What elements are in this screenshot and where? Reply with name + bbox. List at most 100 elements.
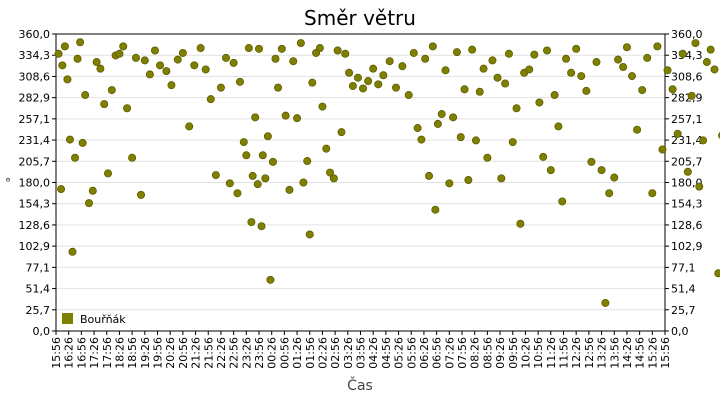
data-point: [425, 171, 434, 180]
data-point: [293, 114, 302, 123]
y-tick-labels-right: 0,0 25,7 51,4 77,1 102,9 128,6 154,3 180,0 205,7…: [671, 28, 703, 338]
data-point: [445, 179, 454, 188]
x-tick-label: 19:26: [139, 337, 152, 369]
x-tick-label: 12:56: [583, 337, 596, 369]
data-point: [308, 78, 317, 87]
data-point: [123, 104, 132, 113]
data-point: [601, 298, 610, 307]
data-point: [562, 54, 571, 63]
data-point: [233, 189, 242, 198]
x-tick-label: 22:56: [228, 337, 241, 369]
data-point: [379, 71, 388, 80]
data-point: [577, 72, 586, 81]
data-point: [546, 166, 555, 175]
x-tick-label: 03:26: [342, 337, 355, 369]
x-tick-label: 14:26: [621, 337, 634, 369]
data-point: [88, 186, 97, 195]
y-tick-label: 0,0: [671, 325, 689, 338]
data-point: [460, 85, 469, 94]
x-tick-label: 15:56: [50, 337, 63, 369]
x-tick-label: 02:26: [316, 337, 329, 369]
data-point: [305, 230, 314, 239]
data-point: [73, 54, 82, 63]
data-point: [251, 113, 260, 122]
x-tick-label: 18:26: [113, 337, 126, 369]
data-point: [261, 174, 270, 183]
data-point: [100, 100, 109, 109]
data-point: [235, 77, 244, 86]
data-point: [137, 190, 146, 199]
y-tick-label: 308,6: [19, 70, 51, 83]
data-point: [359, 84, 368, 93]
data-point: [404, 91, 413, 100]
data-point: [326, 168, 335, 177]
data-point: [60, 42, 69, 51]
data-point: [150, 46, 159, 55]
data-point: [653, 42, 662, 51]
data-point: [225, 179, 234, 188]
data-point: [597, 166, 606, 175]
x-tick-label: 00:26: [266, 337, 279, 369]
y-tick-label: 282,9: [19, 92, 51, 105]
y-tick-label: 51,4: [671, 283, 696, 296]
legend-swatch: [62, 313, 73, 324]
data-point: [706, 45, 715, 54]
y-tick-label: 77,1: [26, 261, 51, 274]
y-tick-label: 205,7: [671, 155, 703, 168]
data-point: [271, 54, 280, 63]
x-tick-label: 21:26: [190, 337, 203, 369]
data-point: [512, 104, 521, 113]
data-point: [107, 86, 116, 95]
data-point: [488, 56, 497, 65]
data-point: [493, 73, 502, 82]
data-point: [81, 91, 90, 100]
data-point: [431, 205, 440, 214]
x-tick-label: 04:26: [367, 337, 380, 369]
data-point: [341, 49, 350, 58]
data-point: [643, 53, 652, 62]
x-tick-label: 09:26: [494, 337, 507, 369]
data-point: [303, 157, 312, 166]
y-tick-label: 25,7: [671, 304, 696, 317]
x-tick-label: 02:56: [329, 337, 342, 369]
x-tick-label: 03:56: [355, 337, 368, 369]
y-axis-label: °: [5, 176, 11, 190]
data-point: [695, 182, 704, 191]
data-point: [633, 125, 642, 134]
data-point: [58, 61, 67, 70]
data-point: [582, 86, 591, 95]
x-tick-label: 07:26: [443, 337, 456, 369]
data-point: [268, 157, 277, 166]
data-point: [104, 169, 113, 178]
y-tick-label: 231,4: [19, 134, 51, 147]
data-point: [619, 63, 628, 72]
data-point: [587, 157, 596, 166]
x-tick-label: 15:56: [659, 337, 672, 369]
data-point: [483, 153, 492, 162]
data-point: [714, 269, 720, 278]
data-point: [274, 83, 283, 92]
data-point: [497, 174, 506, 183]
y-tick-label: 102,9: [671, 240, 703, 253]
data-point: [658, 145, 667, 154]
x-tick-label: 05:26: [393, 337, 406, 369]
x-tick-label: 16:56: [75, 337, 88, 369]
x-tick-label: 01:26: [291, 337, 304, 369]
y-tick-label: 154,3: [19, 198, 51, 211]
data-point: [178, 48, 187, 57]
y-tick-label: 128,6: [19, 219, 51, 232]
data-point: [353, 73, 362, 82]
data-point: [558, 197, 567, 206]
data-point: [119, 42, 128, 51]
data-point: [239, 138, 248, 147]
y-tick-label: 102,9: [19, 240, 51, 253]
data-point: [501, 79, 510, 88]
x-tick-label: 17:56: [101, 337, 114, 369]
data-point: [322, 144, 331, 153]
data-point: [190, 61, 199, 70]
data-point: [257, 222, 266, 231]
y-tick-label: 128,6: [671, 219, 703, 232]
data-point: [421, 54, 430, 63]
